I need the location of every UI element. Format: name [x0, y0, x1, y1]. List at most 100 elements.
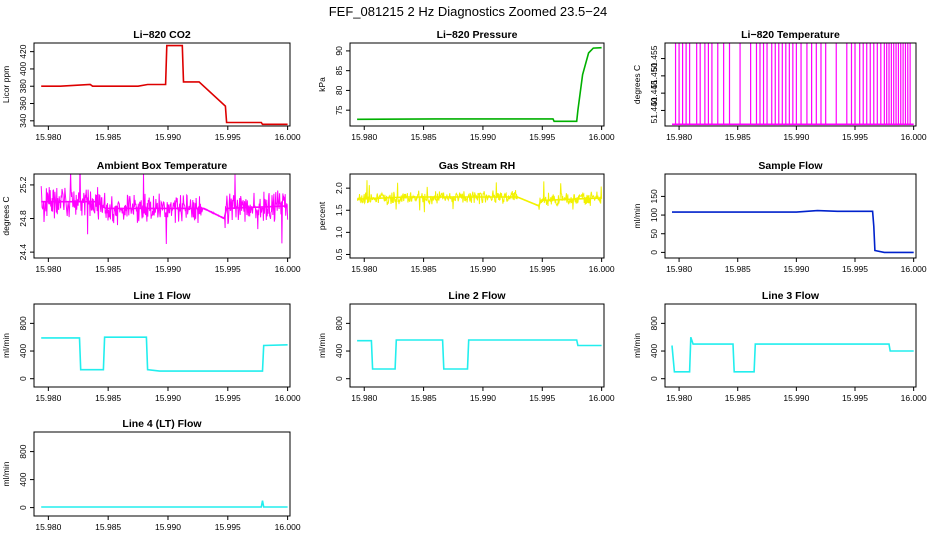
- y-tick-label: 0.5: [334, 248, 344, 260]
- x-tick-label: 15.985: [411, 393, 437, 403]
- series-group: [357, 339, 602, 370]
- x-tick-label: 15.995: [529, 393, 555, 403]
- x-tick-label: 15.995: [529, 132, 555, 142]
- chart-title: Li−820 Pressure: [437, 29, 518, 41]
- y-tick-label: 420: [18, 44, 28, 58]
- x-tick-label: 16.000: [901, 132, 927, 142]
- x-tick-label: 15.985: [411, 132, 437, 142]
- x-tick-label: 16.000: [275, 522, 301, 532]
- y-tick-label: 51.445: [649, 80, 659, 106]
- y-tick-label: 2.0: [334, 182, 344, 194]
- y-tick-label: 90: [334, 46, 344, 56]
- y-tick-label: 24.4: [18, 244, 28, 261]
- y-tick-label: 25.2: [18, 176, 28, 193]
- y-tick-label: 150: [649, 189, 659, 203]
- series-line: [41, 44, 288, 126]
- series-line: [357, 339, 602, 370]
- plot-border: [349, 42, 605, 127]
- series-line: [41, 200, 288, 220]
- y-axis-label: ml/min: [1, 333, 11, 358]
- chart-panel-10: Line 4 (LT) Flow ml/min 15.980 15.985 15.990…: [1, 418, 301, 532]
- chart-title: Ambient Box Temperature: [97, 160, 228, 172]
- x-tick-label: 15.990: [470, 132, 496, 142]
- y-tick-label: 1.5: [334, 204, 344, 216]
- series-group: [357, 180, 603, 213]
- chart-panels: Li−820 CO2 Licor ppm 15.980 15.985 15.990 15.…: [1, 29, 927, 532]
- x-tick-label: 15.980: [351, 132, 377, 142]
- y-axis-label: degrees C: [1, 196, 11, 235]
- plot-border: [349, 173, 605, 259]
- x-tick-label: 16.000: [275, 132, 301, 142]
- x-tick-label: 15.995: [842, 393, 868, 403]
- y-tick-label: 400: [649, 344, 659, 358]
- y-tick-label: 75: [334, 105, 344, 115]
- y-axis-label: ml/min: [1, 461, 11, 486]
- x-tick-label: 15.980: [35, 132, 61, 142]
- y-tick-label: 51.450: [649, 63, 659, 89]
- y-tick-label: 1.0: [334, 226, 344, 238]
- y-tick-label: 24.8: [18, 210, 28, 227]
- y-axis-label: kPa: [317, 77, 327, 92]
- chart-panel-4: Ambient Box Temperature degrees C 15.980 15…: [1, 160, 301, 274]
- x-tick-label: 15.995: [215, 522, 241, 532]
- plot-border: [664, 303, 917, 388]
- y-axis-label: percent: [317, 201, 327, 230]
- chart-title: Line 2 Flow: [448, 290, 506, 302]
- x-tick-label: 15.985: [95, 393, 121, 403]
- plot-border: [33, 42, 291, 127]
- y-tick-label: 800: [18, 316, 28, 330]
- x-tick-label: 15.985: [95, 264, 121, 274]
- x-tick-label: 15.990: [470, 393, 496, 403]
- chart-title: Li−820 Temperature: [741, 29, 840, 41]
- chart-title: Gas Stream RH: [439, 160, 515, 172]
- x-tick-label: 15.985: [95, 132, 121, 142]
- x-tick-label: 15.980: [666, 393, 692, 403]
- x-tick-label: 15.990: [783, 393, 809, 403]
- x-tick-label: 15.990: [155, 393, 181, 403]
- y-axis-label: ml/min: [317, 333, 327, 358]
- plot-border: [33, 173, 291, 259]
- x-tick-label: 15.980: [351, 393, 377, 403]
- x-tick-label: 15.995: [215, 393, 241, 403]
- y-tick-label: 800: [334, 316, 344, 330]
- y-tick-label: 800: [649, 316, 659, 330]
- y-tick-label: 400: [18, 62, 28, 76]
- chart-panel-5: Gas Stream RH percent 15.980 15.985 15.990 15…: [317, 160, 615, 274]
- series-noise: [357, 180, 603, 213]
- x-tick-label: 15.980: [351, 264, 377, 274]
- y-tick-label: 51.455: [649, 45, 659, 71]
- series-noise: [40, 174, 289, 245]
- y-tick-label: 50: [649, 229, 659, 239]
- x-tick-label: 15.985: [95, 522, 121, 532]
- x-tick-label: 15.995: [842, 264, 868, 274]
- series-line: [671, 336, 914, 373]
- plot-border: [664, 42, 917, 127]
- y-axis-label: Licor ppm: [1, 66, 11, 103]
- figure-title: FEF_081215 2 Hz Diagnostics Zoomed 23.5−…: [329, 4, 608, 19]
- x-tick-label: 16.000: [275, 393, 301, 403]
- x-tick-label: 15.980: [35, 522, 61, 532]
- x-tick-label: 16.000: [589, 264, 615, 274]
- chart-panel-2: Li−820 Pressure kPa 15.980 15.985 15.990 15.9…: [317, 29, 615, 142]
- y-tick-label: 400: [18, 344, 28, 358]
- plot-border: [33, 303, 291, 388]
- y-tick-label: 0: [649, 376, 659, 381]
- x-tick-label: 15.980: [35, 264, 61, 274]
- y-tick-label: 85: [334, 66, 344, 76]
- y-tick-label: 400: [334, 344, 344, 358]
- chart-title: Line 3 Flow: [762, 290, 820, 302]
- y-tick-label: 51.440: [649, 97, 659, 123]
- chart-title: Li−820 CO2: [133, 29, 191, 41]
- x-tick-label: 15.985: [725, 132, 751, 142]
- series-group: [41, 336, 288, 372]
- y-axis-label: degrees C: [632, 65, 642, 104]
- series-group: [672, 43, 914, 126]
- chart-panel-1: Li−820 CO2 Licor ppm 15.980 15.985 15.990 15.…: [1, 29, 301, 142]
- x-tick-label: 15.990: [155, 264, 181, 274]
- x-tick-label: 16.000: [901, 264, 927, 274]
- y-tick-label: 360: [18, 96, 28, 110]
- x-tick-label: 16.000: [589, 132, 615, 142]
- series-group: [41, 500, 288, 508]
